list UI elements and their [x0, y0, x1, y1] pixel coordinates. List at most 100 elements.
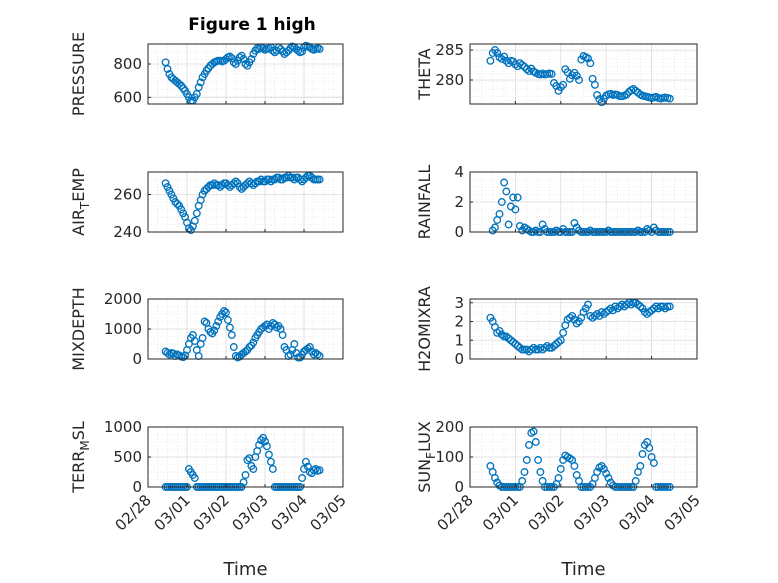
- subplot-rainfall: 0 2 4 RAINFALL: [415, 163, 698, 241]
- data-point: [518, 477, 527, 485]
- y-tick-label: 1000: [104, 418, 142, 436]
- data-point: [272, 323, 281, 332]
- data-point: [190, 216, 199, 225]
- data-point: [495, 53, 504, 62]
- data-point: [214, 317, 223, 326]
- data-point: [231, 177, 240, 186]
- data-point: [225, 52, 234, 61]
- y-axis-label: RAINFALL: [415, 165, 434, 240]
- data-point: [599, 465, 608, 473]
- data-point: [225, 323, 234, 332]
- y-tick-label: 800: [113, 55, 142, 73]
- data-point: [200, 317, 209, 326]
- data-point: [534, 456, 543, 464]
- data-point: [497, 198, 506, 206]
- subplot-pressure: 600 800 PRESSURE: [69, 32, 344, 116]
- data-point: [268, 465, 277, 473]
- data-point: [222, 308, 230, 317]
- data-point: [261, 177, 269, 186]
- data-point: [290, 175, 299, 184]
- data-point: [554, 338, 563, 347]
- data-point: [249, 338, 258, 347]
- data-point: [266, 177, 275, 186]
- data-point: [550, 341, 558, 350]
- data-point: [513, 193, 522, 202]
- data-point: [220, 307, 229, 315]
- data-point: [163, 65, 172, 73]
- data-point: [247, 55, 256, 63]
- data-point: [556, 336, 565, 345]
- x-tick-label: 03/03: [570, 491, 613, 534]
- data-point: [290, 340, 299, 348]
- data-point: [590, 311, 599, 320]
- y-axis-label: MIXDEPTH: [69, 287, 88, 370]
- data-point: [270, 175, 279, 184]
- data-point: [206, 328, 215, 336]
- data-point: [177, 205, 186, 214]
- y-tick-label: 1000: [104, 320, 142, 338]
- data-point: [502, 332, 511, 341]
- x-axis-label: Time: [222, 559, 267, 580]
- data-point: [520, 468, 529, 476]
- subplot-mixdepth: 0 1000 2000 MIXDEPTH: [69, 287, 344, 371]
- data-point: [500, 332, 509, 341]
- data-point: [301, 457, 310, 466]
- axes-box: [469, 43, 698, 105]
- data-point: [274, 173, 283, 182]
- data-point: [175, 80, 184, 88]
- x-tick-label: 03/03: [229, 491, 272, 534]
- data-point: [511, 340, 520, 348]
- data-point: [249, 465, 258, 473]
- data-point: [554, 474, 563, 482]
- data-point: [586, 59, 595, 68]
- data-point: [288, 173, 297, 182]
- y-axis-label: THETA: [415, 48, 434, 100]
- data-point: [584, 54, 592, 63]
- data-point: [581, 304, 590, 313]
- data-point: [645, 444, 654, 452]
- data-point: [590, 80, 599, 89]
- y-tick-label: 0: [454, 223, 464, 241]
- data-point: [493, 328, 502, 337]
- y-tick-label: 260: [113, 186, 142, 204]
- x-tick-label: 03/02: [524, 491, 567, 534]
- data-point: [186, 226, 195, 235]
- figure-title: Figure 1 high: [188, 15, 316, 35]
- data-point: [210, 179, 219, 188]
- data-point: [531, 438, 540, 446]
- data-point: [547, 343, 556, 352]
- data-point: [257, 436, 266, 445]
- data-point: [255, 177, 264, 186]
- y-tick-label: 0: [132, 478, 142, 496]
- data-point: [631, 477, 640, 485]
- data-point: [239, 55, 248, 63]
- data-point: [282, 48, 291, 57]
- data-point: [243, 456, 252, 464]
- data-point: [198, 334, 207, 342]
- data-point: [190, 337, 199, 345]
- y-tick-label: 1: [454, 331, 464, 349]
- data-point: [604, 474, 613, 482]
- y-axis-label: PRESSURE: [69, 32, 88, 116]
- data-point: [500, 52, 509, 61]
- data-point: [192, 209, 201, 218]
- data-point: [661, 304, 670, 313]
- data-point: [500, 178, 509, 187]
- data-point: [518, 345, 527, 354]
- x-tick-label: 02/28: [434, 491, 477, 534]
- data-point: [196, 78, 205, 87]
- y-tick-label: 2000: [104, 290, 142, 308]
- data-point: [229, 343, 238, 351]
- data-point: [278, 175, 287, 184]
- data-point: [538, 220, 547, 229]
- data-point: [649, 459, 658, 467]
- data-point: [212, 322, 221, 330]
- y-tick-label: 4: [454, 163, 464, 181]
- data-point: [278, 331, 287, 339]
- data-point: [509, 338, 518, 347]
- data-point: [208, 181, 217, 190]
- data-point: [509, 193, 518, 202]
